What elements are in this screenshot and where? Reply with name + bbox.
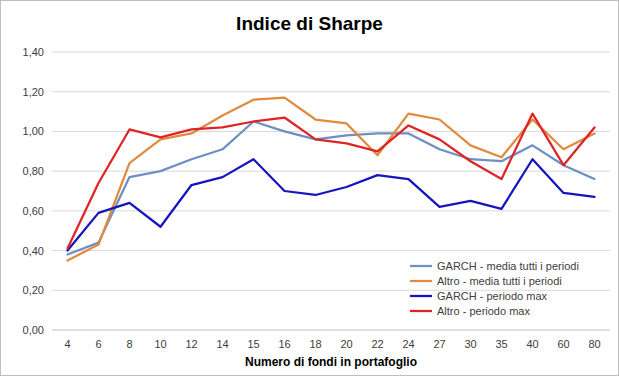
chart: Indice di Sharpe 0,00 0,20 0,40 0,60 0,80 1,00… <box>0 0 619 376</box>
x-tick-label: 16 <box>278 338 290 350</box>
grid-line <box>52 91 610 92</box>
y-tick-label: 1,20 <box>23 86 44 98</box>
grid-line <box>52 210 610 211</box>
legend-swatch <box>410 310 432 312</box>
legend-label: Altro - media tutti i periodi <box>437 275 562 287</box>
series-line <box>68 159 595 250</box>
x-tick-label: 12 <box>185 338 197 350</box>
chart-frame <box>1 1 619 376</box>
legend-swatch <box>410 295 432 297</box>
series-line <box>68 98 595 261</box>
legend-label: Altro - periodo max <box>437 305 530 317</box>
plot-area <box>68 98 595 261</box>
legend: GARCH - media tutti i periodi Altro - med… <box>410 260 579 317</box>
x-tick-label: 4 <box>64 338 70 350</box>
x-tick-label: 35 <box>495 338 507 350</box>
x-tick-label: 18 <box>309 338 321 350</box>
grid-line <box>52 330 610 331</box>
legend-swatch <box>410 280 432 282</box>
x-tick-label: 40 <box>526 338 538 350</box>
y-tick-label: 0,80 <box>23 165 44 177</box>
series-line <box>68 114 595 249</box>
x-tick-label: 6 <box>95 338 101 350</box>
x-tick-label: 80 <box>588 338 600 350</box>
x-tick-label: 60 <box>557 338 569 350</box>
legend-label: GARCH - media tutti i periodi <box>437 260 579 272</box>
x-tick-label: 8 <box>126 338 132 350</box>
legend-swatch <box>410 265 432 267</box>
y-tick-label: 0,40 <box>23 245 44 257</box>
grid-line <box>52 250 610 251</box>
y-tick-label: 0,00 <box>23 324 44 336</box>
y-tick-label: 0,60 <box>23 205 44 217</box>
x-tick-label: 20 <box>340 338 352 350</box>
title: Indice di Sharpe <box>236 13 383 34</box>
x-tick-label: 22 <box>371 338 383 350</box>
grid-line <box>52 52 610 53</box>
y-tick-label: 0,20 <box>23 284 44 296</box>
x-tick-label: 15 <box>247 338 259 350</box>
x-tick-label: 27 <box>433 338 445 350</box>
y-tick-label: 1,00 <box>23 125 44 137</box>
x-tick-label: 10 <box>154 338 166 350</box>
legend-label: GARCH - periodo max <box>437 290 548 302</box>
x-tick-label: 14 <box>216 338 228 350</box>
x-tick-label: 30 <box>464 338 476 350</box>
x-axis-label: Numero di fondi in portafoglio <box>245 355 417 369</box>
y-tick-label: 1,40 <box>23 46 44 58</box>
x-tick-label: 24 <box>402 338 414 350</box>
